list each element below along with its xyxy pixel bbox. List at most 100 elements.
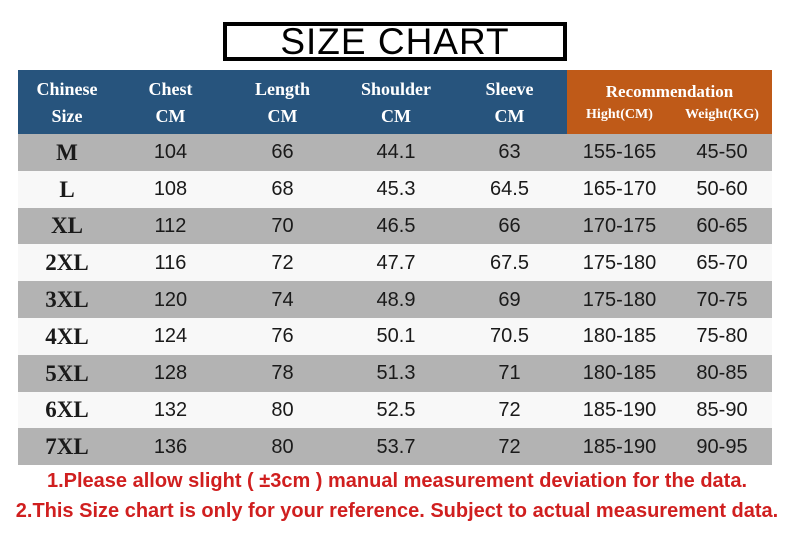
height-cell: 180-185: [582, 325, 657, 348]
shoulder-cell: 45.3: [376, 178, 416, 201]
shoulder-cell: 51.3: [376, 362, 416, 385]
measurement-column-headers: Chinese Size Chest CM Length CM Shoulder CM Slee…: [18, 70, 567, 134]
chest-cell: 124: [153, 325, 188, 348]
recommendation-header: Recommendation Hight(CM) Weight(KG): [567, 70, 772, 134]
chest-cell: 120: [153, 288, 188, 311]
size-cell: 4XL: [45, 323, 89, 349]
size-row-2xl: 2XL 116 72 47.7 67.5 175-180 65-70: [18, 244, 772, 282]
column-header-shoulder: Shoulder CM: [340, 70, 452, 134]
shoulder-cell: 47.7: [376, 251, 416, 274]
sleeve-cell: 63: [498, 141, 521, 164]
size-cell: M: [56, 139, 78, 165]
weight-cell: 60-65: [696, 214, 748, 237]
weight-cell: 65-70: [696, 251, 748, 274]
size-chart-title-box: SIZE CHART: [223, 22, 567, 61]
height-cell: 165-170: [582, 178, 657, 201]
length-cell: 68: [271, 178, 294, 201]
length-cell: 78: [271, 362, 294, 385]
size-row-m: M 104 66 44.1 63 155-165 45-50: [18, 134, 772, 171]
size-cell: 3XL: [45, 287, 89, 313]
column-header-text: CM: [155, 105, 186, 126]
column-header-chinese-size: Chinese Size: [18, 70, 116, 134]
page-title: SIZE CHART: [280, 21, 510, 62]
column-header-text: CM: [381, 105, 411, 126]
column-header-text: Length: [254, 78, 310, 99]
column-header-text: CM: [267, 105, 298, 126]
length-cell: 74: [271, 288, 294, 311]
size-cell: 2XL: [45, 250, 89, 276]
weight-cell: 45-50: [696, 141, 748, 164]
height-cell: 155-165: [582, 141, 657, 164]
weight-cell: 85-90: [696, 398, 748, 421]
size-row-xl: XL 112 70 46.5 66 170-175 60-65: [18, 207, 772, 245]
size-cell: 6XL: [45, 397, 89, 423]
column-header-sleeve: Sleeve CM: [452, 70, 567, 134]
size-cell: 7XL: [45, 434, 89, 460]
sleeve-cell: 71: [498, 362, 521, 385]
size-row-5xl: 5XL 128 78 51.3 71 180-185 80-85: [18, 354, 772, 392]
chest-cell: 128: [153, 362, 188, 385]
size-table: Chinese Size Chest CM Length CM Shoulder CM Slee…: [18, 70, 772, 466]
height-subheader: Hight(CM): [586, 106, 653, 122]
sleeve-cell: 72: [498, 435, 521, 458]
sleeve-cell: 64.5: [490, 178, 529, 201]
column-header-text: Chest: [148, 78, 193, 99]
length-cell: 72: [271, 251, 294, 274]
length-cell: 80: [271, 435, 294, 458]
size-row-3xl: 3XL 120 74 48.9 69 175-180 70-75: [18, 281, 772, 318]
column-header-text: Size: [51, 105, 83, 126]
length-cell: 70: [271, 214, 294, 237]
length-cell: 80: [271, 398, 294, 421]
sleeve-cell: 69: [498, 288, 521, 311]
size-row-l: L 108 68 45.3 64.5 165-170 50-60: [18, 170, 772, 208]
height-cell: 175-180: [582, 251, 657, 274]
size-row-7xl: 7XL 136 80 53.7 72 185-190 90-95: [18, 428, 772, 466]
chest-cell: 108: [153, 178, 188, 201]
size-cell: L: [59, 176, 75, 202]
size-table-body: M 104 66 44.1 63 155-165 45-50 L 108 68 45.3 64.5 16…: [18, 134, 772, 466]
length-cell: 66: [271, 141, 294, 164]
column-header-text: Chinese: [36, 78, 98, 99]
column-header-text: CM: [494, 105, 525, 126]
sleeve-cell: 72: [498, 398, 521, 421]
chest-cell: 136: [153, 435, 188, 458]
weight-subheader: Weight(KG): [685, 106, 759, 122]
height-cell: 170-175: [582, 214, 657, 237]
weight-cell: 70-75: [696, 288, 748, 311]
size-table-header: Chinese Size Chest CM Length CM Shoulder CM Slee…: [18, 70, 772, 134]
shoulder-cell: 46.5: [376, 214, 416, 237]
height-cell: 175-180: [582, 288, 657, 311]
column-header-chest: Chest CM: [116, 70, 225, 134]
notes: 1.Please allow slight ( ±3cm ) manual me…: [0, 466, 794, 526]
sleeve-cell: 66: [498, 214, 521, 237]
sleeve-cell: 67.5: [490, 251, 529, 274]
height-cell: 185-190: [582, 398, 657, 421]
size-row-4xl: 4XL 124 76 50.1 70.5 180-185 75-80: [18, 317, 772, 355]
size-cell: 5XL: [45, 360, 89, 386]
shoulder-cell: 44.1: [376, 141, 416, 164]
chest-cell: 116: [154, 251, 187, 274]
weight-cell: 80-85: [696, 362, 748, 385]
chest-cell: 104: [153, 141, 188, 164]
shoulder-cell: 48.9: [376, 288, 416, 311]
note-1: 1.Please allow slight ( ±3cm ) manual me…: [46, 470, 748, 492]
shoulder-cell: 53.7: [376, 435, 416, 458]
height-cell: 185-190: [582, 435, 657, 458]
chest-cell: 112: [154, 214, 187, 237]
weight-cell: 90-95: [696, 435, 748, 458]
column-header-length: Length CM: [225, 70, 340, 134]
column-header-text: Shoulder: [360, 78, 432, 99]
note-2: 2.This Size chart is only for your refer…: [15, 500, 779, 522]
shoulder-cell: 50.1: [376, 325, 416, 348]
size-row-6xl: 6XL 132 80 52.5 72 185-190 85-90: [18, 391, 772, 429]
recommendation-subheaders: Hight(CM) Weight(KG): [567, 106, 772, 122]
sleeve-cell: 70.5: [490, 325, 529, 348]
shoulder-cell: 52.5: [376, 398, 416, 421]
weight-cell: 50-60: [696, 178, 748, 201]
recommendation-label: Recommendation: [605, 81, 734, 101]
height-cell: 180-185: [582, 362, 657, 385]
weight-cell: 75-80: [696, 325, 748, 348]
chest-cell: 132: [153, 398, 188, 421]
column-header-text: Sleeve: [485, 78, 534, 99]
